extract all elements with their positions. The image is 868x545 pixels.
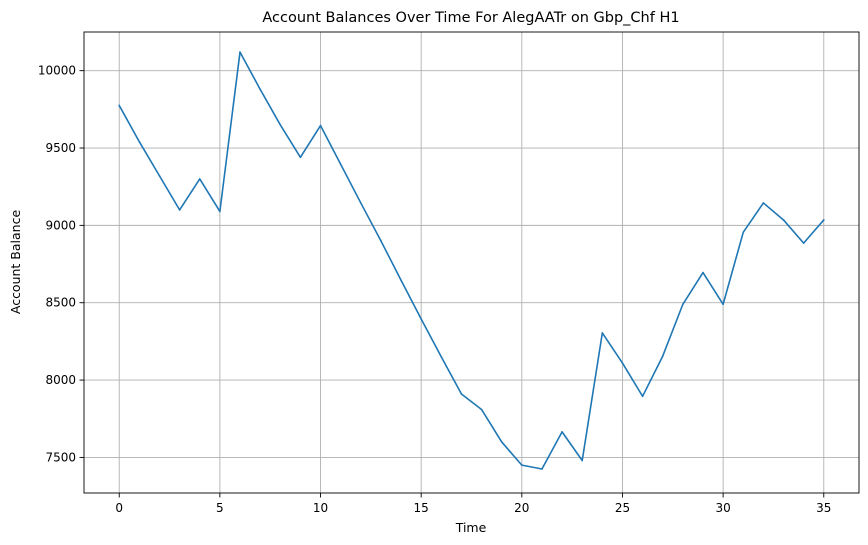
x-tick-label: 15 bbox=[414, 501, 429, 515]
balance-data-point bbox=[722, 303, 724, 306]
balance-data-point bbox=[802, 242, 805, 244]
balance-data-point bbox=[601, 332, 604, 334]
balance-data-point bbox=[581, 459, 584, 462]
balance-data-point bbox=[118, 104, 121, 107]
balance-data-point bbox=[380, 240, 382, 242]
balance-data-point bbox=[661, 355, 664, 357]
balance-data-point bbox=[500, 441, 503, 443]
balance-data-point bbox=[279, 124, 282, 126]
balance-data-point bbox=[359, 202, 362, 204]
balance-data-point bbox=[762, 202, 765, 204]
balance-data-point bbox=[742, 231, 745, 234]
balance-data-point bbox=[158, 175, 161, 177]
balance-data-point bbox=[400, 279, 402, 282]
x-tick-label: 30 bbox=[715, 501, 730, 515]
y-tick-label: 7500 bbox=[45, 450, 76, 464]
x-axis-label: Time bbox=[455, 520, 487, 535]
balance-data-point bbox=[460, 393, 463, 395]
y-tick-label: 10000 bbox=[38, 64, 76, 78]
x-tick-label: 35 bbox=[816, 501, 831, 515]
balance-data-point bbox=[621, 362, 624, 364]
y-tick-label: 9500 bbox=[45, 141, 76, 155]
y-tick-label: 8000 bbox=[45, 373, 76, 387]
balance-data-point bbox=[480, 408, 483, 411]
balance-data-point bbox=[138, 141, 141, 143]
balance-data-point bbox=[259, 88, 261, 91]
balance-data-point bbox=[219, 210, 221, 213]
balance-data-point bbox=[239, 51, 241, 53]
balance-data-point bbox=[682, 303, 684, 306]
balance-data-point bbox=[319, 124, 322, 127]
x-tick-label: 10 bbox=[313, 501, 328, 515]
balance-data-point bbox=[822, 219, 825, 221]
balance-data-point bbox=[521, 464, 523, 466]
series-layer bbox=[118, 51, 825, 470]
balance-data-point bbox=[339, 163, 342, 166]
balance-data-point bbox=[178, 209, 181, 211]
balance-series-line bbox=[118, 51, 825, 470]
y-axis-label: Account Balance bbox=[8, 210, 23, 315]
balance-data-point bbox=[440, 356, 443, 358]
x-tick-label: 5 bbox=[216, 501, 224, 515]
balance-data-point bbox=[641, 395, 644, 398]
x-tick-label: 20 bbox=[514, 501, 529, 515]
grid-layer bbox=[84, 32, 859, 493]
balance-data-point bbox=[702, 271, 704, 274]
x-tick-label: 25 bbox=[615, 501, 630, 515]
balance-data-point bbox=[561, 431, 563, 433]
chart-title: Account Balances Over Time For AlegAATr … bbox=[262, 10, 679, 26]
plot-frame bbox=[83, 31, 860, 494]
y-tick-label: 8500 bbox=[45, 296, 76, 310]
balance-data-point bbox=[198, 178, 201, 180]
x-axis-ticks: 0 5 10 15 20 25 30 35 bbox=[115, 493, 831, 515]
y-tick-label: 9000 bbox=[45, 218, 76, 232]
x-tick-label: 0 bbox=[115, 501, 123, 515]
balance-data-point bbox=[782, 219, 785, 221]
y-axis-ticks: 7500 8000 8500 9000 9500 10000 bbox=[38, 64, 84, 464]
balance-data-point bbox=[299, 156, 302, 159]
balance-data-point bbox=[420, 318, 422, 320]
balance-data-point bbox=[541, 468, 543, 470]
